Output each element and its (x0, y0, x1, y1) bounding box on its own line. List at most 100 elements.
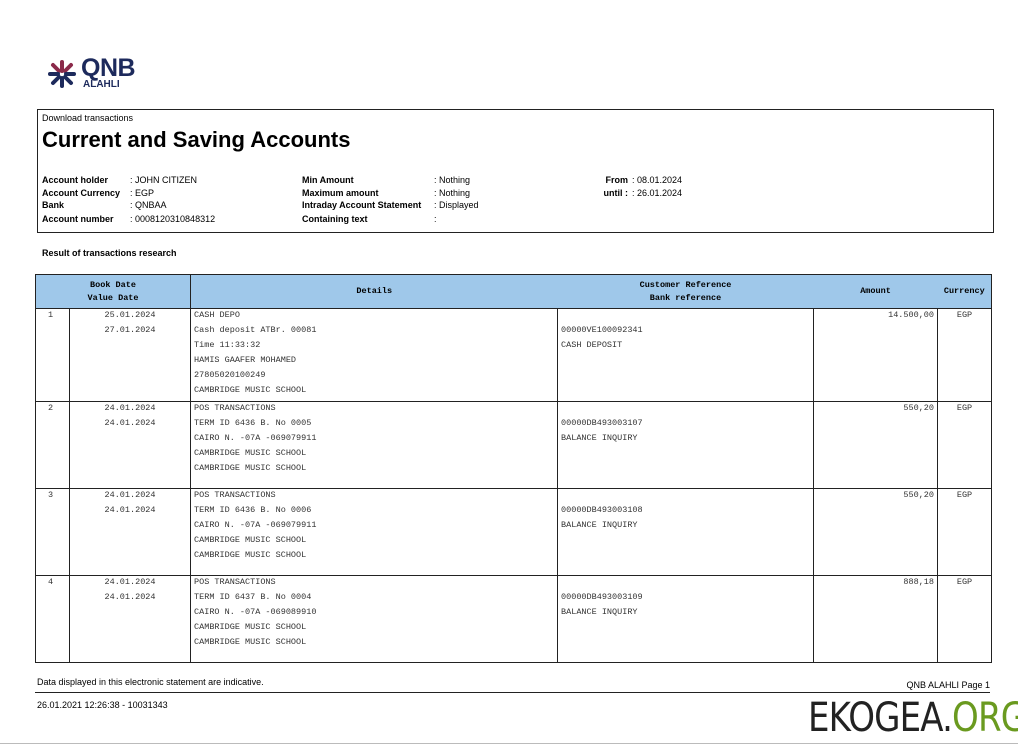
row-number: 1 (35, 308, 70, 402)
row-details-line: CAMBRIDGE MUSIC SCHOOL (194, 448, 307, 458)
row-dates: 24.01.2024 24.01.2024 (68, 575, 192, 663)
info-value: : JOHN CITIZEN (130, 175, 197, 185)
header-details: Details (190, 274, 558, 309)
table-row: 3 24.01.2024 24.01.2024 POS TRANSACTIONS TER… (35, 488, 993, 576)
info-label: Account Currency (42, 188, 121, 198)
row-amount: 550,20 (813, 401, 939, 489)
row-details-line: Time 11:33:32 (194, 340, 261, 350)
row-references-line (561, 402, 810, 417)
info-value: : Nothing (434, 188, 471, 198)
disclaimer: Data displayed in this electronic statem… (37, 677, 264, 687)
row-details-line: CAMBRIDGE MUSIC SCHOOL (194, 550, 307, 560)
row-amount-line: 550,20 (903, 490, 935, 500)
row-references-line (561, 489, 810, 504)
watermark: EKOGEA.ORG (808, 698, 1018, 738)
row-number: 4 (35, 575, 70, 663)
table-row: 4 24.01.2024 24.01.2024 POS TRANSACTIONS TER… (35, 575, 993, 663)
row-references-line: BALANCE INQUIRY (561, 520, 638, 530)
row-details-line: 27805020100249 (194, 370, 266, 380)
row-details-line: CAMBRIDGE MUSIC SCHOOL (194, 637, 307, 647)
row-references-line: BALANCE INQUIRY (561, 433, 638, 443)
row-details-line: CAIRO N. -07A -069089910 (194, 607, 317, 617)
row-amount-line: 888,18 (903, 577, 935, 587)
logo-sub: ALAHLI (83, 79, 120, 90)
table-row: 1 25.01.2024 27.01.2024 CASH DEPO Cash depos… (35, 308, 993, 402)
info-label: Min Amount (302, 175, 354, 185)
row-details-line: POS TRANSACTIONS (194, 577, 276, 587)
row-references: 00000DB493003109 BALANCE INQUIRY (557, 575, 815, 663)
row-details-line: HAMIS GAAFER MOHAMED (194, 355, 297, 365)
row-details-line: POS TRANSACTIONS (194, 403, 276, 413)
row-amount: 888,18 (813, 575, 939, 663)
row-amount-line: 14.500,00 (888, 310, 935, 320)
info-label: Bank (42, 200, 65, 210)
row-references: 00000DB493003107 BALANCE INQUIRY (557, 401, 815, 489)
row-currency: EGP (937, 308, 993, 402)
row-number: 2 (35, 401, 70, 489)
info-value: : (434, 214, 437, 224)
header-bank-ref: Bank reference (649, 292, 722, 303)
row-number-line: 1 (48, 310, 54, 320)
row-details-line: CAMBRIDGE MUSIC SCHOOL (194, 622, 307, 632)
row-details-line: CAIRO N. -07A -069079911 (194, 433, 317, 443)
row-dates-line: 24.01.2024 (104, 418, 156, 428)
footer-page: QNB ALAHLI Page 1 (906, 680, 990, 690)
header-currency: Currency (937, 274, 993, 309)
footer-divider (35, 692, 990, 693)
row-currency-line: EGP (956, 577, 973, 587)
info-value: : Displayed (434, 200, 479, 210)
info-value: : 26.01.2024 (632, 188, 683, 198)
footer-timestamp: 26.01.2021 12:26:38 - 10031343 (37, 700, 168, 710)
row-amount: 14.500,00 (813, 308, 939, 402)
row-dates: 25.01.2024 27.01.2024 (68, 308, 192, 402)
row-number: 3 (35, 488, 70, 576)
info-label: Account holder (42, 175, 109, 185)
result-label: Result of transactions research (42, 248, 177, 258)
info-label: until : (603, 188, 629, 198)
row-dates: 24.01.2024 24.01.2024 (68, 401, 192, 489)
row-number-line: 3 (48, 490, 54, 500)
info-label: Intraday Account Statement (302, 200, 422, 210)
row-details-line: CAMBRIDGE MUSIC SCHOOL (194, 463, 307, 473)
row-references-line (561, 576, 810, 591)
row-dates-line: 27.01.2024 (104, 325, 156, 335)
statement-header-box: Download transactions Current and Saving… (37, 109, 994, 233)
row-details-line: CAMBRIDGE MUSIC SCHOOL (194, 535, 307, 545)
row-references-line: BALANCE INQUIRY (561, 607, 638, 617)
header-amount: Amount (813, 274, 938, 309)
bank-logo: QNB ALAHLI (47, 54, 136, 90)
page-edge (0, 743, 1018, 744)
row-currency-line: EGP (956, 403, 973, 413)
row-details-line: CASH DEPO (194, 310, 240, 320)
row-details-line: TERM ID 6436 B. No 0006 (194, 505, 312, 515)
row-details-line: TERM ID 6436 B. No 0005 (194, 418, 312, 428)
row-currency: EGP (937, 488, 993, 576)
table-header-row: Book Date Value Date Details Customer Ref… (34, 274, 993, 309)
header-value-date: Value Date (87, 292, 139, 303)
logo-name: QNB (81, 54, 136, 82)
watermark-main: EKOGEA. (808, 695, 953, 741)
header-book-date: Book Date (90, 279, 136, 290)
row-amount: 550,20 (813, 488, 939, 576)
row-details-line: CAMBRIDGE MUSIC SCHOOL (194, 385, 307, 395)
row-number-line: 4 (48, 577, 54, 587)
row-dates: 24.01.2024 24.01.2024 (68, 488, 192, 576)
transactions-table: Book Date Value Date Details Customer Ref… (34, 274, 993, 663)
table-row: 2 24.01.2024 24.01.2024 POS TRANSACTIONS TER… (35, 401, 993, 489)
row-dates-line: 24.01.2024 (104, 505, 156, 515)
info-value: : 08.01.2024 (632, 175, 683, 185)
info-label: Containing text (302, 214, 368, 224)
header-customer-ref: Customer Reference (639, 279, 732, 290)
row-currency: EGP (937, 401, 993, 489)
row-dates-line: 25.01.2024 (104, 310, 156, 320)
row-dates-line: 24.01.2024 (104, 592, 156, 602)
row-dates-line: 24.01.2024 (104, 490, 156, 500)
row-details: POS TRANSACTIONS TERM ID 6436 B. No 0005 C… (190, 401, 559, 489)
row-details-line: POS TRANSACTIONS (194, 490, 276, 500)
row-references: 00000DB493003108 BALANCE INQUIRY (557, 488, 815, 576)
header-dates: Book Date Value Date (34, 274, 192, 309)
row-details-line: CAIRO N. -07A -069079911 (194, 520, 317, 530)
row-references-line: CASH DEPOSIT (561, 340, 623, 350)
row-details: POS TRANSACTIONS TERM ID 6437 B. No 0004 C… (190, 575, 559, 663)
row-details-line: TERM ID 6437 B. No 0004 (194, 592, 312, 602)
